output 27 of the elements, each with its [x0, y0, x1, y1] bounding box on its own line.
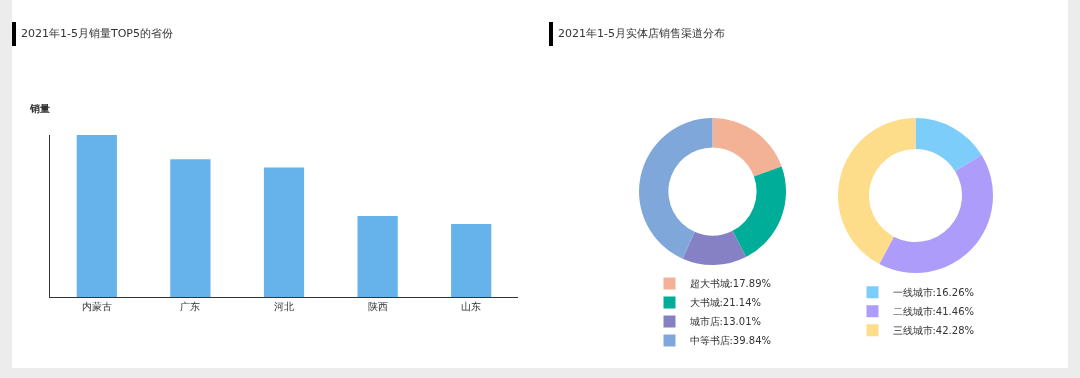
legend-label: 大书城:21.14%: [689, 297, 761, 309]
x-tick-label: 内蒙古: [81, 301, 112, 312]
chart-title: 2021年1-5月实体店销售渠道分布: [549, 22, 725, 46]
y-axis-title: 销量: [29, 103, 50, 114]
donut-slice: [682, 230, 746, 265]
x-tick-label: 广东: [180, 301, 201, 312]
legend-label: 一线城市:16.26%: [892, 287, 974, 299]
donut-slice: [838, 118, 916, 265]
x-tick-label: 山东: [461, 301, 482, 312]
chart-title: 2021年1-5月销量TOP5的省份: [12, 22, 173, 46]
bar: [170, 159, 211, 297]
donut-slice: [879, 155, 993, 273]
donut-slice: [915, 118, 982, 172]
x-tick-label: 河北: [274, 301, 294, 312]
legend-label: 中等书店:39.84%: [689, 335, 771, 347]
bar: [263, 167, 305, 297]
x-tick-label: 陕西: [367, 301, 388, 312]
bar: [451, 224, 492, 297]
legend-label: 二线城市:41.46%: [892, 306, 974, 318]
legend-label: 超大书城:17.89%: [689, 278, 771, 290]
legend-label: 城市店:13.01%: [688, 316, 761, 328]
bar: [76, 135, 117, 297]
bar: [357, 216, 398, 297]
donut-slice: [712, 118, 782, 177]
legend-label: 三线城市:42.28%: [892, 325, 974, 337]
donut-slice: [732, 166, 786, 257]
donut-slice: [639, 118, 713, 259]
